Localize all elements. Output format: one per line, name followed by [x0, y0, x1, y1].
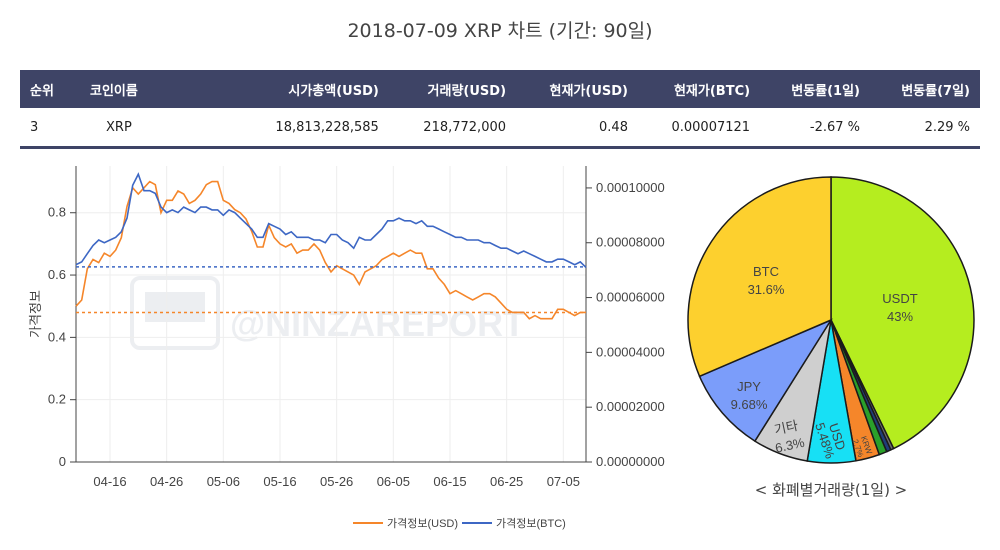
- pie-chart: USDT43%KRW2.7%USD5.48%기타6.3%JPY9.68%BTC3…: [687, 176, 975, 464]
- table-row: 3 XRP 18,813,228,585 218,772,000 0.48 0.…: [20, 108, 980, 148]
- cell-price-btc: 0.00007121: [671, 119, 751, 135]
- y-left-tick-label: 0.4: [48, 329, 66, 344]
- x-tick-label: 04-26: [150, 474, 183, 489]
- x-tick-label: 06-05: [377, 474, 410, 489]
- y-right-tick-label: 0.00006000: [596, 290, 665, 305]
- header-price-btc: 현재가(BTC): [637, 70, 761, 108]
- cell-volume: 218,772,000: [423, 119, 507, 135]
- pie-slice-label: BTC: [753, 264, 779, 279]
- cell-change-7d: 2.29 %: [924, 119, 970, 135]
- y-left-tick-label: 0: [59, 454, 66, 469]
- header-coin-name: 코인이름: [80, 70, 236, 108]
- x-tick-label: 05-16: [263, 474, 296, 489]
- table-header-row: 순위 코인이름 시가총액(USD) 거래량(USD) 현재가(USD) 현재가(…: [20, 70, 980, 108]
- cell-market-cap: 18,813,228,585: [275, 119, 379, 135]
- pie-slice-label: USDT: [882, 291, 917, 306]
- series-line-usd: [75, 180, 586, 320]
- pie-slice: [830, 176, 975, 450]
- coin-summary-table: 순위 코인이름 시가총액(USD) 거래량(USD) 현재가(USD) 현재가(…: [20, 70, 980, 149]
- header-change-7d: 변동률(7일): [870, 70, 980, 108]
- x-tick-label: 06-25: [490, 474, 523, 489]
- chart-title: 2018-07-09 XRP 차트 (기간: 90일): [347, 20, 653, 42]
- cell-coin-name: XRP: [106, 119, 132, 135]
- y-right-tick-label: 0.00010000: [596, 180, 665, 195]
- pie-slice-percent: 31.6%: [748, 282, 785, 297]
- y-right-tick-label: 0.00000000: [596, 454, 665, 469]
- pie-slice-label: JPY: [737, 379, 761, 394]
- x-tick-label: 05-26: [320, 474, 353, 489]
- y-left-tick-label: 0.8: [48, 205, 66, 220]
- y-axis-title: 가격정보: [28, 290, 43, 338]
- pie-slice-percent: 43%: [887, 309, 913, 324]
- pie-slice-percent: 6.3%: [774, 435, 807, 456]
- y-right-tick-label: 0.00008000: [596, 235, 665, 250]
- pie-slice: [687, 176, 832, 378]
- header-price-usd: 현재가(USD): [516, 70, 638, 108]
- series-line-btc: [75, 172, 587, 268]
- legend-label: 가격정보(USD): [387, 517, 458, 530]
- pie-slice-label: 기타: [773, 418, 800, 438]
- pie-caption: < 화폐별거래량(1일) >: [754, 481, 908, 499]
- header-rank: 순위: [20, 70, 80, 108]
- pie-slice: [698, 318, 833, 443]
- x-tick-label: 04-16: [93, 474, 126, 489]
- pie-slice-percent: 9.68%: [731, 397, 768, 412]
- y-right-tick-label: 0.00002000: [596, 399, 665, 414]
- x-tick-label: 07-05: [547, 474, 580, 489]
- cell-rank: 3: [30, 119, 39, 135]
- x-tick-label: 06-15: [433, 474, 466, 489]
- y-left-tick-label: 0.2: [48, 392, 66, 407]
- cell-price-usd: 0.48: [599, 119, 628, 135]
- x-tick-label: 05-06: [207, 474, 240, 489]
- header-market-cap: 시가총액(USD): [236, 70, 389, 108]
- watermark-logo-screen: [145, 292, 205, 322]
- y-right-tick-label: 0.00004000: [596, 344, 665, 359]
- y-left-tick-label: 0.6: [48, 267, 66, 282]
- header-volume: 거래량(USD): [388, 70, 517, 108]
- line-chart: 04-16 04-26 05-06 05-16 05-26 06-05 06-15 06-25…: [28, 166, 665, 530]
- header-change-1d: 변동률(1일): [760, 70, 871, 108]
- legend-label: 가격정보(BTC): [496, 517, 566, 530]
- cell-change-1d: -2.67 %: [809, 119, 861, 135]
